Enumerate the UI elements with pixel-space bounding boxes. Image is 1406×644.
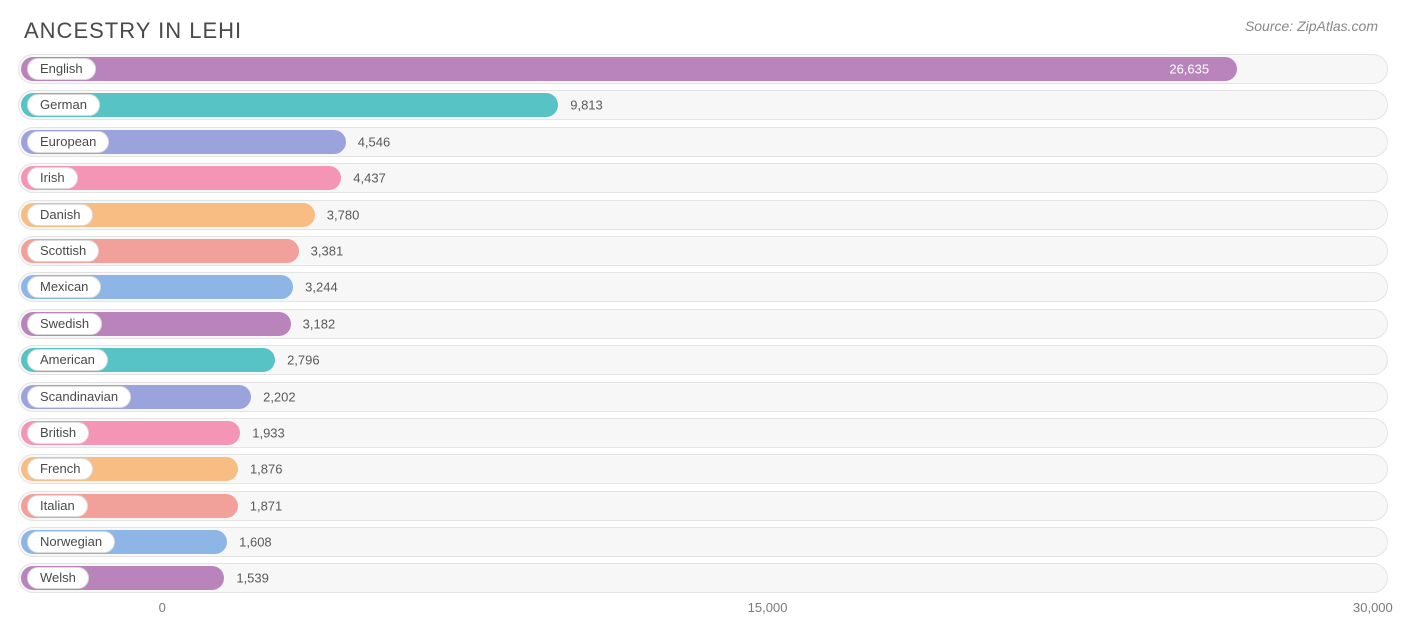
bar-row: Norwegian 1,608 xyxy=(18,527,1388,557)
bar-label-pill: Italian xyxy=(27,495,88,517)
bar-label-pill: Danish xyxy=(27,204,93,226)
bar-value: 1,876 xyxy=(250,462,283,477)
bar-label-pill: Irish xyxy=(27,167,78,189)
bar-value: 2,796 xyxy=(287,353,320,368)
bar-value: 2,202 xyxy=(263,389,296,404)
bar-label-pill: Welsh xyxy=(27,567,89,589)
bar-label-pill: Scandinavian xyxy=(27,386,131,408)
chart-title: ANCESTRY IN LEHI xyxy=(24,18,242,44)
chart-source: Source: ZipAtlas.com xyxy=(1245,18,1378,34)
bar-value: 4,546 xyxy=(358,134,391,149)
bar-row: British 1,933 xyxy=(18,418,1388,448)
bar-value: 1,608 xyxy=(239,535,272,550)
chart-header: ANCESTRY IN LEHI Source: ZipAtlas.com xyxy=(0,0,1406,54)
x-axis-tick: 15,000 xyxy=(748,600,788,615)
x-axis-tick: 30,000 xyxy=(1353,600,1393,615)
bar-label-pill: American xyxy=(27,349,108,371)
bar-row: English 26,635 xyxy=(18,54,1388,84)
bar-label-pill: Mexican xyxy=(27,276,101,298)
bar-chart: English 26,635 German 9,813 European 4,546 Iri… xyxy=(0,54,1406,630)
bar-label-pill: Norwegian xyxy=(27,531,115,553)
bar-row: Irish 4,437 xyxy=(18,163,1388,193)
bar-value: 3,780 xyxy=(327,207,360,222)
bar-label-pill: European xyxy=(27,131,109,153)
bar-value: 1,871 xyxy=(250,498,283,513)
bar-label-pill: Swedish xyxy=(27,313,102,335)
bar-row: American 2,796 xyxy=(18,345,1388,375)
bar-value: 3,381 xyxy=(311,243,344,258)
bar-label-pill: English xyxy=(27,58,96,80)
bar-label-pill: Scottish xyxy=(27,240,99,262)
bar-fill xyxy=(21,93,558,117)
bar-row: Italian 1,871 xyxy=(18,491,1388,521)
bar-row: Scottish 3,381 xyxy=(18,236,1388,266)
bar-row: Swedish 3,182 xyxy=(18,309,1388,339)
bar-label-pill: French xyxy=(27,458,93,480)
bar-row: European 4,546 xyxy=(18,127,1388,157)
bar-value: 1,539 xyxy=(236,571,269,586)
bar-row: German 9,813 xyxy=(18,90,1388,120)
bar-row: Danish 3,780 xyxy=(18,200,1388,230)
bar-fill xyxy=(21,57,1237,81)
bar-value: 26,635 xyxy=(1169,62,1209,77)
bar-value: 1,933 xyxy=(252,425,285,440)
bar-row: Mexican 3,244 xyxy=(18,272,1388,302)
bar-row: Welsh 1,539 xyxy=(18,563,1388,593)
bar-row: Scandinavian 2,202 xyxy=(18,382,1388,412)
bar-value: 3,182 xyxy=(303,316,336,331)
bar-value: 3,244 xyxy=(305,280,338,295)
bar-label-pill: British xyxy=(27,422,89,444)
bar-label-pill: German xyxy=(27,94,100,116)
bar-value: 9,813 xyxy=(570,98,603,113)
bar-row: French 1,876 xyxy=(18,454,1388,484)
x-axis: 015,00030,000 xyxy=(18,600,1388,630)
x-axis-tick: 0 xyxy=(159,600,166,615)
bar-value: 4,437 xyxy=(353,171,386,186)
